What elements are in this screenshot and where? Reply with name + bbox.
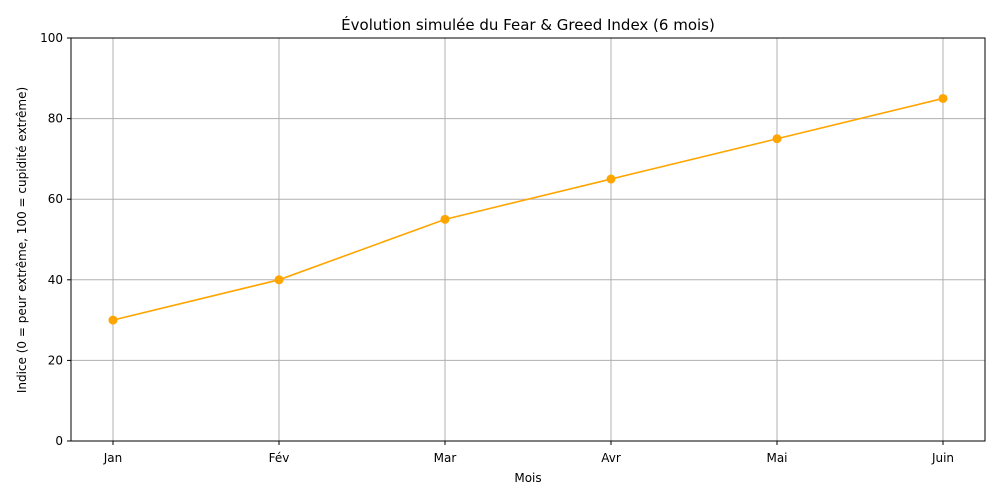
plot-frame bbox=[70, 37, 986, 442]
data-point bbox=[772, 134, 782, 144]
y-axis: 0 20 40 60 80 100 bbox=[40, 31, 71, 448]
data-point bbox=[108, 315, 118, 325]
y-tick-label: 100 bbox=[40, 31, 63, 45]
x-tick-label: Juin bbox=[931, 451, 954, 465]
x-tick-label: Fév bbox=[269, 451, 290, 465]
series-line bbox=[112, 97, 944, 321]
chart-title: Évolution simulée du Fear & Greed Index … bbox=[341, 15, 715, 34]
plot-area bbox=[108, 93, 948, 325]
x-tick-label: Mai bbox=[766, 451, 787, 465]
data-point bbox=[938, 93, 948, 103]
y-tick-label: 20 bbox=[48, 353, 63, 367]
x-axis-label: Mois bbox=[514, 471, 541, 485]
y-axis-label: Indice (0 = peur extrême, 100 = cupidité… bbox=[15, 87, 29, 393]
y-tick-label: 80 bbox=[48, 112, 63, 126]
x-tick-label: Avr bbox=[601, 451, 621, 465]
data-point bbox=[606, 174, 616, 184]
y-tick-label: 40 bbox=[48, 273, 63, 287]
x-tick-label: Mar bbox=[434, 451, 457, 465]
y-tick-label: 0 bbox=[55, 434, 63, 448]
data-point bbox=[440, 214, 450, 224]
grid bbox=[71, 37, 985, 442]
y-tick-label: 60 bbox=[48, 192, 63, 206]
x-axis: Jan Fév Mar Avr Mai Juin bbox=[103, 441, 954, 465]
data-point bbox=[274, 275, 284, 285]
x-tick-label: Jan bbox=[103, 451, 123, 465]
